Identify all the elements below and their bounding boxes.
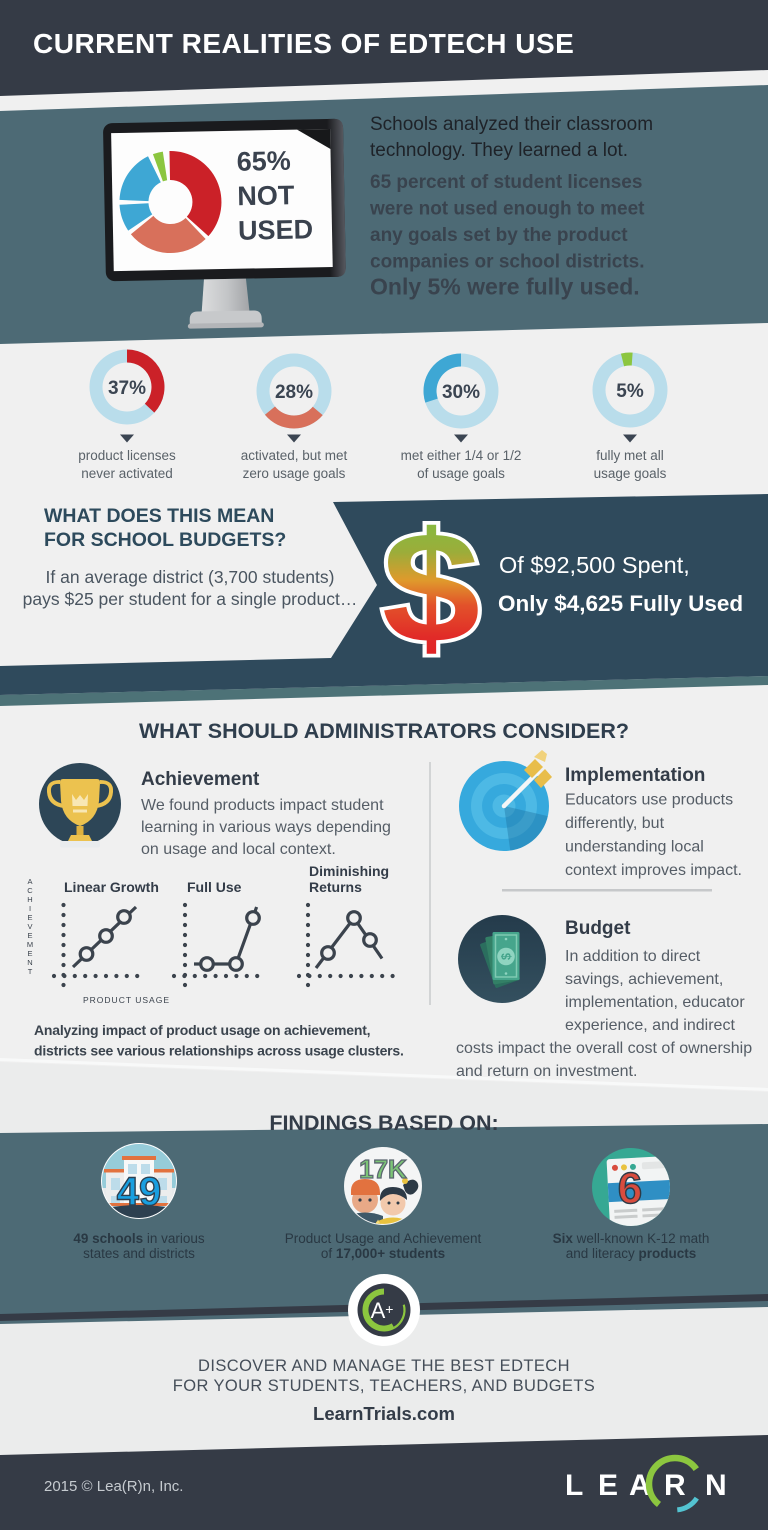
svg-text:costs impact the overall cost: costs impact the overall cost of ownersh…	[456, 1040, 752, 1057]
svg-text:PRODUCT USAGE: PRODUCT USAGE	[83, 995, 170, 1005]
svg-text:USED: USED	[238, 214, 314, 245]
svg-text:Of $92,500 Spent,: Of $92,500 Spent,	[499, 552, 690, 578]
svg-text:L: L	[565, 1469, 583, 1502]
svg-text:Returns: Returns	[309, 879, 362, 895]
svg-text:$: $	[382, 499, 480, 676]
svg-text:WHAT SHOULD ADMINISTRATORS CON: WHAT SHOULD ADMINISTRATORS CONSIDER?	[139, 719, 629, 743]
svg-text:context improves impact.: context improves impact.	[565, 862, 742, 879]
svg-text:N: N	[705, 1469, 727, 1502]
svg-text:states and districts: states and districts	[83, 1246, 195, 1261]
svg-text:$: $	[500, 953, 514, 960]
svg-text:65 percent of student licenses: 65 percent of student licenses	[370, 172, 642, 193]
svg-text:A: A	[27, 877, 32, 886]
svg-text:E: E	[598, 1469, 618, 1502]
svg-text:65%: 65%	[236, 146, 291, 177]
svg-text:LearnTrials.com: LearnTrials.com	[313, 1403, 455, 1424]
svg-text:49 schools in various: 49 schools in various	[73, 1231, 205, 1246]
svg-text:37%: 37%	[108, 378, 146, 399]
svg-text:FINDINGS BASED ON:: FINDINGS BASED ON:	[269, 1111, 498, 1135]
svg-text:were not used enough to meet: were not used enough to meet	[369, 199, 645, 220]
svg-text:districts see various relation: districts see various relationships acro…	[34, 1043, 404, 1059]
svg-text:28%: 28%	[275, 382, 313, 403]
svg-text:savings, achievement,: savings, achievement,	[565, 971, 723, 988]
svg-text:A: A	[629, 1469, 651, 1502]
svg-text:FOR SCHOOL BUDGETS?: FOR SCHOOL BUDGETS?	[44, 529, 286, 551]
svg-text:C: C	[27, 886, 33, 895]
svg-text:M: M	[27, 940, 33, 949]
svg-text:V: V	[27, 922, 32, 931]
svg-text:5%: 5%	[616, 381, 644, 402]
svg-text:Achievement: Achievement	[141, 769, 260, 790]
svg-text:differently, but: differently, but	[565, 815, 665, 832]
svg-text:product licenses: product licenses	[78, 448, 176, 463]
svg-text:usage goals: usage goals	[594, 466, 667, 481]
svg-text:Product Usage and Achievement: Product Usage and Achievement	[285, 1231, 482, 1246]
svg-text:companies or school districts.: companies or school districts.	[370, 252, 645, 273]
svg-text:30%: 30%	[442, 382, 480, 403]
svg-text:learning in various ways depen: learning in various ways depending	[141, 819, 391, 836]
svg-text:technology. They learned a lot: technology. They learned a lot.	[370, 140, 628, 161]
svg-text:Budget: Budget	[565, 918, 631, 939]
svg-text:pays $25 per student for a sin: pays $25 per student for a single produc…	[23, 589, 358, 609]
svg-text:Six well-known K-12 math: Six well-known K-12 math	[553, 1231, 710, 1246]
svg-text:implementation, educator: implementation, educator	[565, 994, 745, 1011]
svg-text:17K: 17K	[359, 1154, 407, 1184]
svg-text:6: 6	[618, 1164, 642, 1213]
svg-text:2015 © Lea(R)n, Inc.: 2015 © Lea(R)n, Inc.	[44, 1478, 183, 1495]
svg-text:never activated: never activated	[81, 466, 173, 481]
svg-text:If an average district (3,700: If an average district (3,700 students)	[46, 567, 335, 587]
svg-text:R: R	[664, 1469, 686, 1502]
svg-text:Linear Growth: Linear Growth	[64, 879, 159, 895]
svg-text:49: 49	[117, 1170, 162, 1214]
svg-text:Only $4,625 Fully Used: Only $4,625 Fully Used	[498, 591, 743, 616]
svg-text:and return on investment.: and return on investment.	[456, 1063, 637, 1080]
svg-text:activated, but met: activated, but met	[241, 448, 348, 463]
svg-text:Only 5% were fully used.: Only 5% were fully used.	[370, 274, 640, 300]
svg-text:We found products impact stude: We found products impact student	[141, 797, 384, 814]
svg-text:Diminishing: Diminishing	[309, 863, 389, 879]
svg-text:E: E	[27, 931, 32, 940]
svg-text:understanding local: understanding local	[565, 839, 704, 856]
svg-text:T: T	[28, 967, 33, 976]
svg-text:N: N	[27, 958, 32, 967]
svg-text:In addition to direct: In addition to direct	[565, 948, 701, 965]
svg-text:WHAT DOES THIS MEAN: WHAT DOES THIS MEAN	[44, 505, 274, 527]
svg-text:I: I	[29, 904, 31, 913]
svg-text:and literacy products: and literacy products	[566, 1246, 697, 1261]
svg-text:E: E	[27, 913, 32, 922]
svg-text:any goals set by the product: any goals set by the product	[370, 225, 628, 246]
svg-text:E: E	[27, 949, 32, 958]
svg-text:Educators use products: Educators use products	[565, 792, 733, 809]
svg-text:of 17,000+ students: of 17,000+ students	[321, 1246, 445, 1261]
svg-text:Analyzing impact of product us: Analyzing impact of product usage on ach…	[34, 1022, 370, 1038]
svg-text:DISCOVER AND MANAGE THE BEST E: DISCOVER AND MANAGE THE BEST EDTECH	[198, 1357, 570, 1375]
svg-text:A+: A+	[371, 1298, 394, 1323]
svg-text:H: H	[27, 895, 32, 904]
svg-text:FOR YOUR STUDENTS, TEACHERS, A: FOR YOUR STUDENTS, TEACHERS, AND BUDGETS	[173, 1377, 595, 1395]
svg-text:of usage goals: of usage goals	[417, 466, 505, 481]
svg-text:experience, and indirect: experience, and indirect	[565, 1017, 735, 1034]
svg-text:fully met all: fully met all	[596, 448, 664, 463]
svg-text:Full Use: Full Use	[187, 879, 242, 895]
svg-text:Schools analyzed their classro: Schools analyzed their classroom	[370, 114, 653, 135]
svg-text:zero usage goals: zero usage goals	[243, 466, 346, 481]
svg-text:NOT: NOT	[237, 180, 295, 211]
svg-text:CURRENT REALITIES OF EDTECH US: CURRENT REALITIES OF EDTECH USE	[33, 28, 574, 59]
svg-text:Implementation: Implementation	[565, 765, 705, 786]
svg-text:on usage and local context.: on usage and local context.	[141, 841, 336, 858]
svg-text:met either 1/4 or 1/2: met either 1/4 or 1/2	[401, 448, 522, 463]
